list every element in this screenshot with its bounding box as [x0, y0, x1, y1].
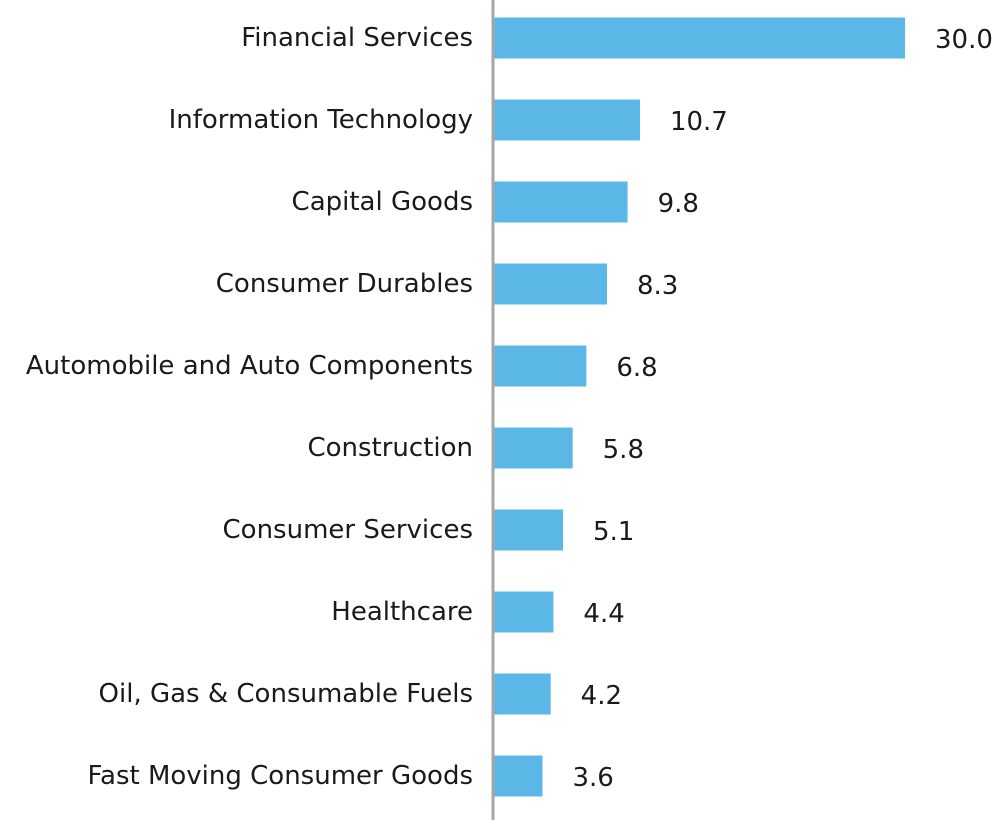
value-label-construction: 5.8	[603, 435, 644, 465]
category-label-financial-services: Financial Services	[241, 23, 473, 53]
category-label-information-technology: Information Technology	[169, 105, 473, 135]
value-label-consumer-services: 5.1	[593, 517, 634, 547]
bar-financial-services	[493, 17, 905, 59]
value-label-consumer-durables: 8.3	[637, 271, 678, 301]
value-label-fast-moving-consumer-goods: 3.6	[572, 763, 613, 793]
value-label-capital-goods: 9.8	[658, 189, 699, 219]
bar-fast-moving-consumer-goods	[493, 755, 543, 797]
category-label-capital-goods: Capital Goods	[292, 187, 473, 217]
category-label-construction: Construction	[307, 433, 473, 463]
value-label-financial-services: 30.0	[935, 25, 993, 55]
bar-oil-gas-consumable-fuels	[493, 673, 551, 715]
bar-information-technology	[493, 99, 640, 141]
bar-healthcare	[493, 591, 554, 633]
value-label-information-technology: 10.7	[670, 107, 728, 137]
bar-consumer-durables	[493, 263, 607, 305]
category-label-consumer-durables: Consumer Durables	[216, 269, 473, 299]
value-label-healthcare: 4.4	[583, 599, 624, 629]
category-label-fast-moving-consumer-goods: Fast Moving Consumer Goods	[87, 761, 473, 791]
category-label-consumer-services: Consumer Services	[223, 515, 473, 545]
bar-construction	[493, 427, 573, 469]
bar-capital-goods	[493, 181, 628, 223]
category-label-healthcare: Healthcare	[331, 597, 473, 627]
category-labels: Financial Services Information Technology…	[26, 23, 473, 791]
value-labels: 30.0 10.7 9.8 8.3 6.8 5.8 5.1 4.4 4.2 3.6	[572, 25, 992, 793]
value-label-oil-gas-consumable-fuels: 4.2	[581, 681, 622, 711]
bar-consumer-services	[493, 509, 564, 551]
category-label-oil-gas-consumable-fuels: Oil, Gas & Consumable Fuels	[99, 679, 473, 709]
bars-layer	[493, 17, 905, 797]
value-label-automobile-and-auto-components: 6.8	[616, 353, 657, 383]
category-label-automobile-and-auto-components: Automobile and Auto Components	[26, 351, 473, 381]
bar-automobile-and-auto-components	[493, 345, 587, 387]
